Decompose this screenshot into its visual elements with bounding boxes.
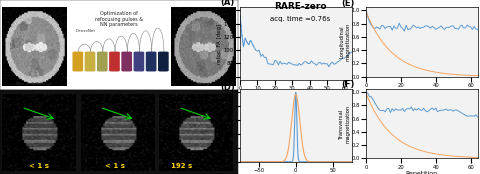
FancyBboxPatch shape — [84, 52, 96, 72]
FancyBboxPatch shape — [109, 52, 120, 72]
Text: $M_z(x,y)\otimes PSF(x,y)$: $M_z(x,y)\otimes PSF(x,y)$ — [14, 80, 52, 88]
Text: Optimization of
refocusing pulses &
NN parameters: Optimization of refocusing pulses & NN p… — [95, 11, 143, 27]
X-axis label: Repetition: Repetition — [406, 89, 438, 94]
FancyBboxPatch shape — [72, 52, 83, 72]
FancyBboxPatch shape — [133, 52, 144, 72]
FancyBboxPatch shape — [158, 52, 168, 72]
X-axis label: Repetition: Repetition — [406, 171, 438, 174]
Y-axis label: Transversal
magnetization: Transversal magnetization — [339, 104, 350, 143]
Text: RARE-zero: RARE-zero — [275, 2, 327, 11]
Text: (A): (A) — [220, 0, 234, 7]
Text: < 1 s: < 1 s — [105, 163, 124, 169]
Y-axis label: PSF: PSF — [218, 119, 224, 132]
Text: DenseNet: DenseNet — [75, 29, 96, 33]
FancyBboxPatch shape — [97, 52, 108, 72]
Text: (D): (D) — [220, 83, 235, 92]
Y-axis label: Longitudinal
magnetization: Longitudinal magnetization — [339, 23, 350, 61]
Text: acq. time =0.76s: acq. time =0.76s — [271, 16, 331, 22]
Text: (F): (F) — [342, 80, 355, 89]
Text: < 1 s: < 1 s — [28, 163, 48, 169]
FancyBboxPatch shape — [121, 52, 132, 72]
Y-axis label: refoc. FA [deg]: refoc. FA [deg] — [217, 23, 222, 64]
FancyBboxPatch shape — [146, 52, 156, 72]
Text: (E): (E) — [342, 0, 355, 8]
X-axis label: Repetition: Repetition — [280, 93, 312, 98]
Text: $M_z(x,y)$: $M_z(x,y)$ — [196, 80, 212, 88]
Text: 192 s: 192 s — [171, 163, 192, 169]
